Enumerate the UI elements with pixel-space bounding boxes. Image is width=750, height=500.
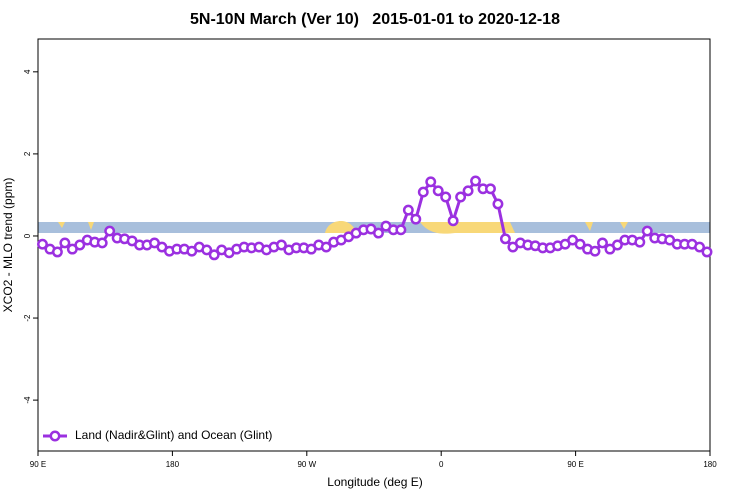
data-point <box>634 236 646 248</box>
land-patch <box>420 222 515 234</box>
data-point <box>574 238 586 250</box>
legend-marker <box>49 430 61 442</box>
data-point <box>611 239 623 251</box>
data-point <box>641 225 653 237</box>
y-tick-label: 2 <box>23 151 32 156</box>
x-tick-label: 90 E <box>567 460 583 469</box>
y-tick-label: 0 <box>23 233 32 238</box>
data-point <box>694 241 705 253</box>
data-point <box>275 239 287 251</box>
data-point <box>455 191 467 203</box>
data-point <box>96 237 108 249</box>
legend-item: Land (Nadir&Glint) and Ocean (Glint) <box>43 428 272 442</box>
data-point <box>417 186 429 198</box>
x-tick-label: 180 <box>166 460 180 469</box>
data-point <box>597 237 608 249</box>
legend-label: Land (Nadir&Glint) and Ocean (Glint) <box>75 428 272 442</box>
y-tick-label: -2 <box>23 314 32 322</box>
data-point <box>462 185 474 197</box>
y-axis-label: XCO2 - MLO trend (ppm) <box>1 178 15 313</box>
x-axis-label: Longitude (deg E) <box>327 475 422 489</box>
data-point <box>432 185 444 197</box>
x-tick-label: 90 W <box>297 460 316 469</box>
data-point <box>104 225 116 237</box>
data-point <box>402 204 414 216</box>
data-point <box>492 198 504 210</box>
data-point <box>589 245 601 257</box>
data-point <box>701 246 713 258</box>
y-tick-label: -4 <box>23 396 32 404</box>
x-tick-label: 90 E <box>30 460 46 469</box>
data-point <box>499 233 511 245</box>
data-point <box>485 183 496 195</box>
chart-title: 5N-10N March (Ver 10) 2015-01-01 to 2020… <box>190 11 560 28</box>
x-tick-label: 180 <box>703 460 717 469</box>
data-point <box>208 249 220 261</box>
data-point <box>373 227 384 239</box>
data-point <box>74 239 86 251</box>
data-point <box>37 238 48 250</box>
data-point <box>447 215 459 227</box>
y-tick-label: 4 <box>23 69 32 74</box>
data-point <box>470 175 481 187</box>
data-point <box>425 176 437 188</box>
data-point <box>440 191 452 203</box>
x-tick-label: 0 <box>439 460 444 469</box>
data-point <box>410 213 422 225</box>
data-point <box>59 237 71 249</box>
data-point <box>320 241 332 253</box>
data-point <box>395 224 407 236</box>
land-patch <box>325 220 356 233</box>
data-point <box>51 246 63 258</box>
data-point <box>201 244 213 256</box>
